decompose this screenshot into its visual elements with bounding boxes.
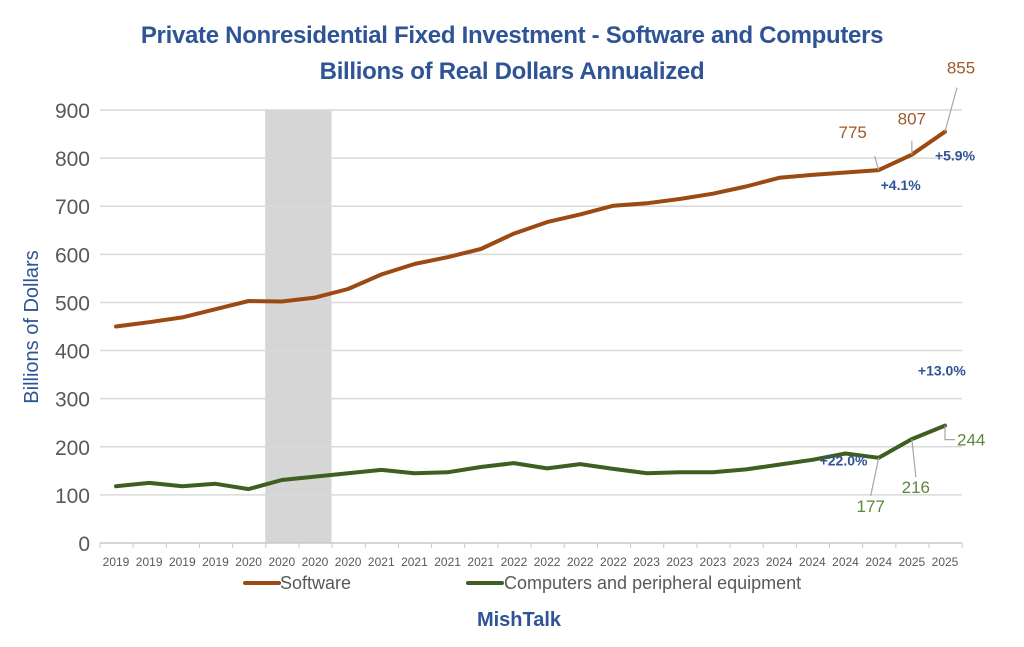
leader-line: [874, 155, 880, 171]
series-line-software: [114, 129, 947, 329]
data-label: 216: [902, 478, 930, 497]
x-tick-label: 2019: [103, 555, 130, 569]
x-tick-label: 2021: [434, 555, 461, 569]
source-footer: MishTalk: [477, 609, 562, 631]
leader-line: [944, 425, 955, 441]
x-tick-label: 2022: [501, 555, 528, 569]
leader-line: [870, 457, 880, 496]
chart-subtitle: Billions of Real Dollars Annualized: [319, 58, 705, 85]
y-tick-label: 900: [55, 100, 90, 123]
x-tick-label: 2022: [567, 555, 594, 569]
data-label: 177: [856, 497, 884, 516]
leader-line: [944, 87, 958, 132]
x-tick-label: 2020: [235, 555, 262, 569]
recession-shading: [265, 110, 332, 543]
legend-label-computers: Computers and peripheral equipment: [504, 573, 801, 593]
x-tick-label: 2024: [865, 555, 892, 569]
x-tick-label: 2025: [932, 555, 959, 569]
y-tick-label: 100: [55, 485, 90, 508]
x-tick-label: 2023: [733, 555, 760, 569]
y-tick-label: 800: [55, 148, 90, 171]
series-line-computers: [114, 423, 947, 492]
data-label: 855: [947, 59, 975, 78]
x-tick-label: 2019: [169, 555, 196, 569]
y-axis-label: Billions of Dollars: [21, 250, 43, 403]
y-tick-label: 700: [55, 196, 90, 219]
y-tick-label: 400: [55, 341, 90, 364]
percent-change-label: +5.9%: [935, 148, 976, 164]
x-tick-label: 2024: [799, 555, 826, 569]
x-tick-label: 2024: [766, 555, 793, 569]
x-tick-label: 2020: [268, 555, 295, 569]
x-tick-label: 2023: [633, 555, 660, 569]
data-label: 775: [838, 123, 866, 142]
x-tick-label: 2019: [202, 555, 229, 569]
x-tick-label: 2023: [700, 555, 727, 569]
x-tick-label: 2023: [666, 555, 693, 569]
x-tick-label: 2022: [600, 555, 627, 569]
chart-title: Private Nonresidential Fixed Investment …: [140, 22, 884, 49]
percent-change-label: +22.0%: [820, 453, 868, 469]
leader-line: [911, 439, 917, 478]
x-tick-label: 2021: [368, 555, 395, 569]
y-tick-label: 300: [55, 389, 90, 412]
data-label: 807: [898, 110, 926, 129]
x-tick-label: 2025: [898, 555, 925, 569]
x-tick-label: 2020: [335, 555, 362, 569]
x-tick-label: 2020: [302, 555, 329, 569]
percent-change-label: +13.0%: [918, 363, 966, 379]
y-tick-label: 0: [78, 533, 90, 556]
x-tick-label: 2021: [467, 555, 494, 569]
legend: Software Computers and peripheral equipm…: [243, 573, 801, 593]
x-tick-label: 2024: [832, 555, 859, 569]
y-tick-label: 600: [55, 244, 90, 267]
data-label: 244: [957, 431, 985, 450]
y-tick-label: 200: [55, 437, 90, 460]
percent-change-label: +4.1%: [881, 177, 922, 193]
legend-label-software: Software: [280, 573, 351, 593]
y-tick-label: 500: [55, 292, 90, 315]
x-tick-label: 2019: [136, 555, 163, 569]
x-tick-label: 2022: [534, 555, 561, 569]
x-tick-label: 2021: [401, 555, 428, 569]
